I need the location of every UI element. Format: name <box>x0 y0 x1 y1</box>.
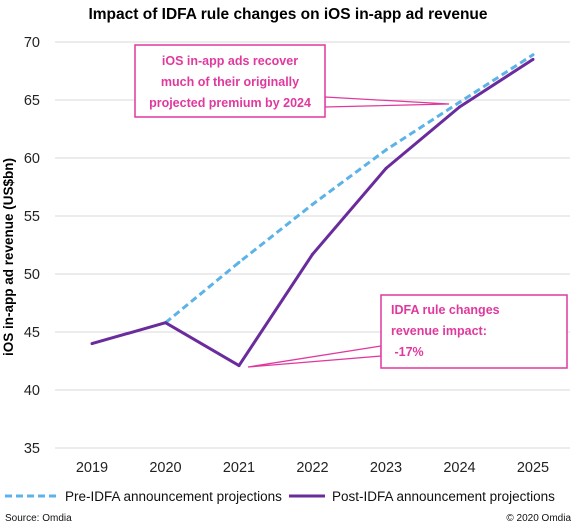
annotation-leader <box>247 345 382 368</box>
source-note: Source: Omdia <box>5 513 72 524</box>
y-tick-label: 70 <box>24 35 40 51</box>
annotation-impact: IDFA rule changes revenue impact: -17% <box>247 294 568 369</box>
chart-title: Impact of IDFA rule changes on iOS in-ap… <box>88 6 487 23</box>
data-point <box>531 57 535 61</box>
y-tick-label: 40 <box>24 383 40 399</box>
x-tick-label: 2020 <box>149 460 181 476</box>
y-tick-label: 65 <box>24 93 40 109</box>
annotation-text: -17% <box>391 345 424 359</box>
data-point <box>237 260 241 264</box>
annotation-box <box>134 44 326 118</box>
x-tick-label: 2024 <box>443 460 475 476</box>
annotation-recover: iOS in-app ads recover much of their orig… <box>134 44 450 118</box>
annotation-text: iOS in-app ads recover <box>162 54 298 68</box>
annotation-leader <box>324 96 450 108</box>
y-axis-ticks: 35 40 45 50 55 60 65 70 <box>24 35 40 457</box>
x-axis-ticks: 2019 2020 2021 2022 2023 2024 2025 <box>76 460 549 476</box>
data-point <box>531 53 535 57</box>
y-tick-label: 50 <box>24 267 40 283</box>
data-point <box>237 364 241 368</box>
legend-label: Pre-IDFA announcement projections <box>65 489 282 504</box>
data-point <box>458 100 461 104</box>
y-tick-label: 35 <box>24 441 40 457</box>
data-point <box>90 342 94 346</box>
data-point <box>384 166 388 170</box>
annotation-text: revenue impact: <box>391 324 487 338</box>
annotation-text: projected premium by 2024 <box>149 96 311 110</box>
series-lines <box>90 53 535 368</box>
annotation-box <box>380 294 568 369</box>
y-tick-label: 55 <box>24 209 40 225</box>
y-tick-label: 60 <box>24 151 40 167</box>
data-point <box>311 202 314 206</box>
y-tick-label: 45 <box>24 325 40 341</box>
data-point <box>164 321 167 325</box>
x-tick-label: 2022 <box>296 460 328 476</box>
x-tick-label: 2021 <box>223 460 255 476</box>
pre-idfa-line <box>164 53 534 324</box>
annotation-text: much of their originally <box>161 75 299 89</box>
copyright-note: © 2020 Omdia <box>506 513 571 524</box>
data-point <box>458 105 461 109</box>
legend-label: Post-IDFA announcement projections <box>332 489 555 504</box>
x-tick-label: 2023 <box>370 460 402 476</box>
x-tick-label: 2025 <box>517 460 549 476</box>
data-point <box>384 148 388 152</box>
annotation-text: IDFA rule changes <box>391 303 500 317</box>
y-axis-label: iOS in-app ad revenue (US$bn) <box>1 158 16 356</box>
x-tick-label: 2019 <box>76 460 108 476</box>
data-point <box>311 252 314 256</box>
annotations: iOS in-app ads recover much of their orig… <box>134 44 568 369</box>
legend: Pre-IDFA announcement projections Post-ID… <box>5 489 555 504</box>
